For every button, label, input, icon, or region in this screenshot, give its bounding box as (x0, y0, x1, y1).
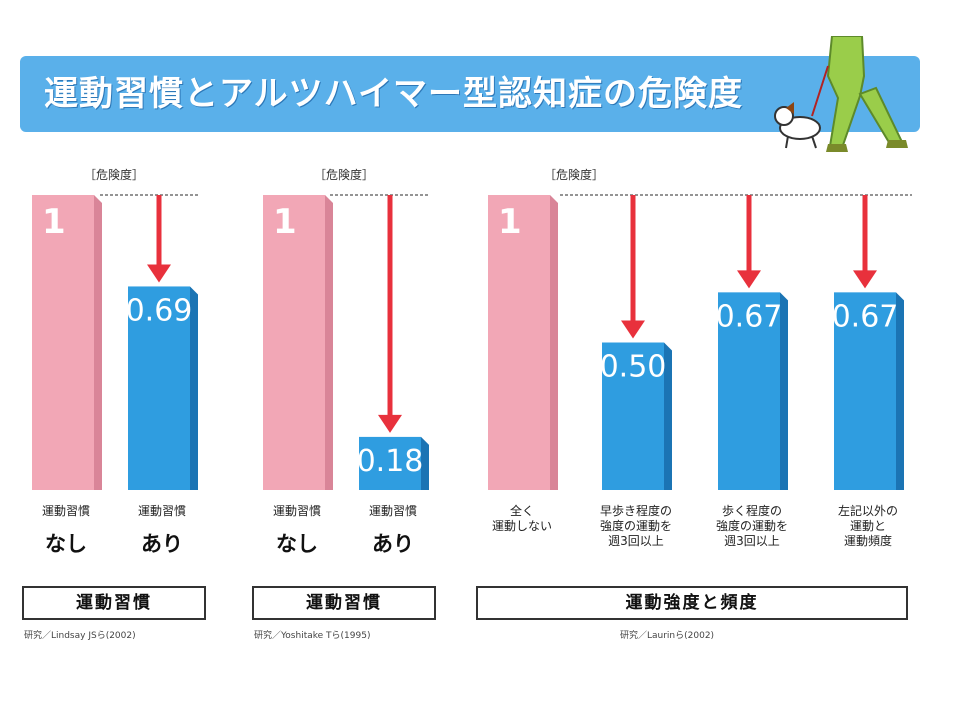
data-label: 0.69 (126, 293, 193, 328)
source-citation: 研究／Laurinら(2002) (620, 631, 715, 641)
category-big-label: なし (45, 532, 87, 556)
bar-side (94, 195, 102, 490)
bar-side (896, 292, 904, 490)
source-citation: 研究／Lindsay JSら(2002) (24, 631, 136, 641)
category-label: 運動習慣 (137, 504, 186, 518)
bar (32, 195, 94, 490)
bar (488, 195, 550, 490)
category-label: 運動習慣 (368, 504, 417, 518)
bar (128, 286, 190, 490)
bar-side (550, 195, 558, 490)
group-label-box: 運動習慣 (22, 586, 206, 620)
bar (602, 342, 664, 490)
data-label: 1 (273, 202, 297, 242)
category-label: 運動習慣 (41, 504, 90, 518)
data-label: 0.67 (832, 299, 899, 334)
source-citation: 研究／Yoshitake Tら(1995) (254, 631, 371, 641)
bar (718, 292, 780, 490)
category-big-label: あり (141, 532, 183, 556)
bar-side (421, 436, 429, 490)
category-label: 左記以外の 運動と 運動頻度 (837, 504, 898, 548)
bar (834, 292, 896, 490)
reduction-arrow-head (378, 414, 402, 433)
bar-side (190, 286, 198, 490)
danger-axis-label: ［危険度］ (84, 168, 145, 182)
data-label: 1 (42, 202, 66, 242)
chart-title: 運動習慣とアルツハイマー型認知症の危険度 (44, 74, 743, 114)
danger-axis-label: ［危険度］ (314, 168, 375, 182)
bar (263, 195, 325, 490)
bar-side (664, 342, 672, 490)
category-label: 運動習慣 (272, 504, 321, 518)
reduction-arrow-head (621, 320, 645, 339)
group-label-box: 運動習慣 (252, 586, 436, 620)
bar-side (325, 195, 333, 490)
bar (359, 436, 421, 490)
reduction-arrow-head (853, 270, 877, 289)
category-label: 全く 運動しない (491, 504, 552, 533)
category-label: 歩く程度の 強度の運動を 週3回以上 (715, 504, 788, 548)
title-banner: 運動習慣とアルツハイマー型認知症の危険度 (20, 56, 920, 132)
bar-side (780, 292, 788, 490)
data-label: 0.18 (357, 444, 424, 479)
data-label: 0.50 (600, 350, 667, 385)
category-label: 早歩き程度の 強度の運動を 週3回以上 (599, 504, 672, 548)
data-label: 0.67 (716, 299, 783, 334)
danger-axis-label: ［危険度］ (544, 168, 605, 182)
reduction-arrow-head (147, 264, 171, 283)
data-label: 1 (498, 202, 522, 242)
walker-dog-illustration (774, 36, 908, 152)
reduction-arrow-head (737, 270, 761, 289)
category-big-label: なし (276, 532, 318, 556)
category-big-label: あり (372, 532, 414, 556)
group-label-box: 運動強度と頻度 (476, 586, 908, 620)
